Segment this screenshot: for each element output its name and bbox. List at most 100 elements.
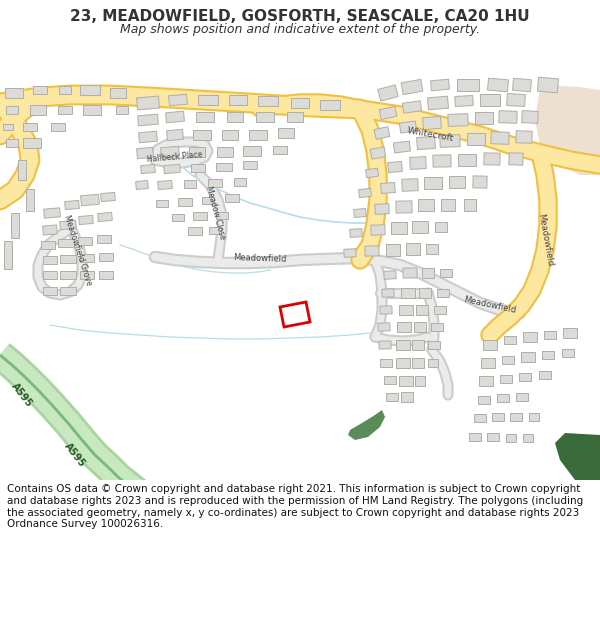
Bar	[196, 112, 214, 122]
Bar	[137, 148, 154, 159]
Bar	[374, 127, 390, 139]
Bar	[384, 271, 396, 279]
Bar	[457, 79, 479, 91]
Bar	[353, 209, 367, 217]
Bar	[23, 138, 41, 148]
Bar	[403, 268, 417, 278]
Bar	[497, 394, 509, 402]
Text: Hallbeck Place: Hallbeck Place	[147, 150, 203, 164]
Bar	[480, 94, 500, 106]
Bar	[43, 271, 57, 279]
Bar	[229, 95, 247, 105]
Bar	[167, 129, 184, 141]
Bar	[202, 196, 214, 204]
Bar	[80, 271, 94, 279]
Bar	[424, 177, 442, 189]
Bar	[33, 86, 47, 94]
Bar	[98, 213, 112, 222]
Bar	[58, 239, 74, 247]
Bar	[320, 100, 340, 110]
Bar	[562, 349, 574, 357]
Bar	[191, 164, 205, 172]
Bar	[136, 181, 148, 189]
Bar	[414, 322, 426, 332]
Bar	[440, 269, 452, 277]
Bar	[11, 213, 19, 238]
Bar	[422, 268, 434, 278]
Bar	[273, 146, 287, 154]
Bar	[166, 111, 184, 123]
Bar	[184, 180, 196, 188]
Bar	[499, 111, 517, 123]
Bar	[80, 254, 94, 262]
Bar	[538, 77, 559, 93]
Bar	[380, 306, 392, 314]
Bar	[428, 359, 438, 367]
Text: A595: A595	[62, 441, 88, 469]
Text: Meadowfield: Meadowfield	[536, 213, 554, 267]
Bar	[65, 201, 79, 209]
Bar	[6, 106, 18, 114]
Bar	[60, 255, 76, 263]
Bar	[388, 161, 403, 172]
Bar	[434, 306, 446, 314]
Bar	[512, 78, 532, 92]
Bar	[350, 229, 362, 238]
Bar	[384, 376, 396, 384]
Bar	[478, 396, 490, 404]
Bar	[258, 96, 278, 106]
Bar	[382, 289, 394, 298]
Bar	[43, 225, 58, 235]
Polygon shape	[555, 433, 600, 480]
Bar	[60, 287, 76, 295]
Bar	[222, 130, 238, 140]
Bar	[99, 271, 113, 279]
Bar	[208, 179, 222, 187]
Bar	[58, 106, 72, 114]
Bar	[344, 249, 356, 258]
Bar	[287, 112, 303, 122]
Bar	[43, 287, 57, 295]
Bar	[400, 121, 416, 133]
Bar	[521, 352, 535, 362]
Bar	[59, 221, 76, 229]
Bar	[379, 341, 391, 349]
Bar	[415, 376, 425, 386]
Bar	[492, 413, 504, 421]
Bar	[26, 189, 34, 211]
Bar	[396, 201, 412, 213]
Bar	[18, 160, 26, 180]
Bar	[544, 331, 556, 339]
Bar	[234, 178, 246, 186]
Bar	[431, 323, 443, 331]
Text: Whitecroft: Whitecroft	[406, 126, 454, 144]
Bar	[59, 86, 71, 94]
Bar	[440, 134, 460, 148]
Bar	[418, 199, 434, 211]
Bar	[370, 147, 386, 159]
Bar	[193, 130, 211, 140]
Bar	[484, 153, 500, 165]
Bar	[523, 332, 537, 342]
Bar	[386, 393, 398, 401]
Bar	[198, 95, 218, 105]
Bar	[487, 433, 499, 441]
Text: A595: A595	[10, 381, 34, 409]
Bar	[365, 168, 379, 177]
Bar	[469, 433, 481, 441]
Bar	[243, 146, 261, 156]
Bar	[78, 237, 92, 245]
Bar	[249, 130, 267, 140]
Bar	[243, 161, 257, 169]
Bar	[169, 94, 187, 106]
Bar	[391, 222, 407, 234]
Bar	[137, 114, 158, 126]
Bar	[158, 181, 172, 189]
Bar	[500, 375, 512, 383]
Bar	[416, 136, 436, 149]
Bar	[416, 305, 428, 315]
Bar	[406, 243, 420, 255]
Bar	[410, 157, 427, 169]
Bar	[399, 305, 413, 315]
Bar	[539, 371, 551, 379]
